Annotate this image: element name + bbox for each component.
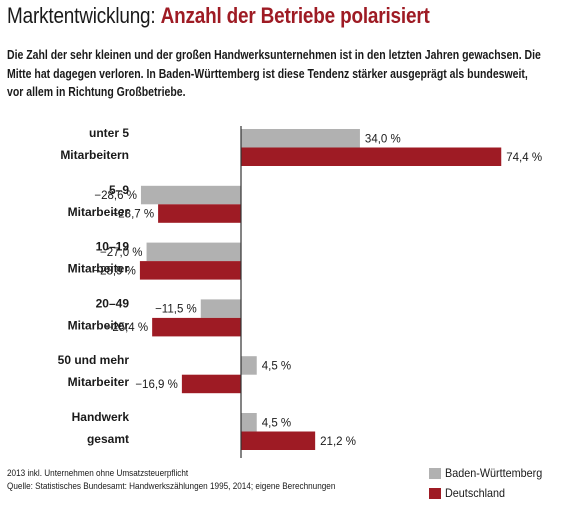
bar-de xyxy=(241,147,502,166)
legend-swatch-de xyxy=(429,488,441,499)
data-label: −11,5 % xyxy=(155,304,197,316)
category-label-line: 50 und mehr xyxy=(58,353,130,367)
bar-bw xyxy=(140,185,241,205)
bar-de xyxy=(181,374,241,394)
data-label: 4,5 % xyxy=(262,417,291,429)
legend-label-de: Deutschland xyxy=(445,486,506,500)
category-label: 50 und mehr Mitarbeiter xyxy=(58,353,130,389)
legend-swatch-bw xyxy=(429,468,441,479)
legend-label-bw: Baden-Württemberg xyxy=(445,466,543,480)
data-label: −16,9 % xyxy=(135,379,178,391)
data-label: 34,0 % xyxy=(365,133,401,145)
data-label: −28,6 % xyxy=(94,190,137,202)
bar-bw xyxy=(146,242,241,262)
category-label: Handwerk gesamt xyxy=(72,410,130,446)
category-label-line: Handwerk xyxy=(72,410,130,424)
bar-de xyxy=(139,261,241,280)
chart-title: Marktentwicklung: Anzahl der Betriebe po… xyxy=(7,3,430,29)
bar-bw xyxy=(200,299,241,318)
category-label: unter 5 Mitarbeitern xyxy=(60,126,129,162)
chart-subtitle: Die Zahl der sehr kleinen und der großen… xyxy=(7,48,541,99)
data-label: −27,0 % xyxy=(100,247,143,259)
bar-bw xyxy=(241,413,257,432)
category-label-line: Mitarbeiter xyxy=(68,375,130,389)
footnote-source: Quelle: Statistisches Bundesamt: Handwer… xyxy=(7,481,336,492)
category-label-line: Mitarbeiter xyxy=(68,262,130,276)
category-label-line: 10–19 xyxy=(96,240,130,254)
category-label-line: unter 5 xyxy=(89,126,129,140)
bar-de xyxy=(158,204,241,223)
category-label-line: 20–49 xyxy=(96,296,130,310)
bar-de xyxy=(152,317,241,337)
data-label: 74,4 % xyxy=(506,152,542,164)
category-label-line: Mitarbeiter xyxy=(68,318,130,332)
category-label-line: Mitarbeitern xyxy=(60,148,129,162)
category-label: 5–9 Mitarbeiter xyxy=(68,183,130,219)
data-label: −23,7 % xyxy=(112,209,155,221)
title-prefix: Marktentwicklung: xyxy=(7,3,161,28)
title-accent: Anzahl der Betriebe polarisiert xyxy=(160,3,430,28)
category-label-line: 5–9 xyxy=(109,183,129,197)
bar-de xyxy=(241,431,316,450)
category-label-line: Mitarbeiter xyxy=(68,205,130,219)
footnote-scope: 2013 inkl. Unternehmen ohne Umsatzsteuer… xyxy=(7,468,189,479)
category-label: 10–19 Mitarbeiter xyxy=(68,240,130,276)
bar-bw xyxy=(241,356,257,375)
data-label: 4,5 % xyxy=(262,360,291,372)
data-label: 21,2 % xyxy=(320,436,356,448)
data-label: −25,4 % xyxy=(106,322,149,334)
category-label-line: gesamt xyxy=(87,432,129,446)
data-label: −28,9 % xyxy=(93,265,136,277)
category-label: 20–49 Mitarbeiter xyxy=(68,296,130,332)
bar-bw xyxy=(241,129,360,148)
